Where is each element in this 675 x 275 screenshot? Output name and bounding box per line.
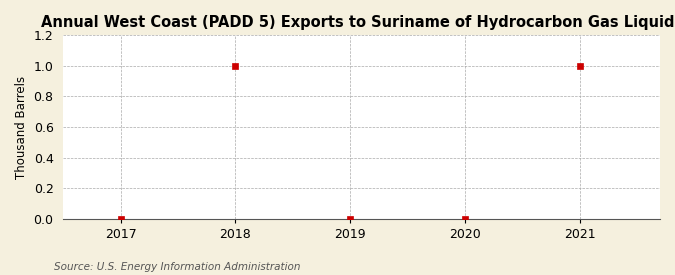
Text: Source: U.S. Energy Information Administration: Source: U.S. Energy Information Administ… bbox=[54, 262, 300, 272]
Y-axis label: Thousand Barrels: Thousand Barrels bbox=[15, 75, 28, 178]
Title: Annual West Coast (PADD 5) Exports to Suriname of Hydrocarbon Gas Liquids: Annual West Coast (PADD 5) Exports to Su… bbox=[40, 15, 675, 30]
